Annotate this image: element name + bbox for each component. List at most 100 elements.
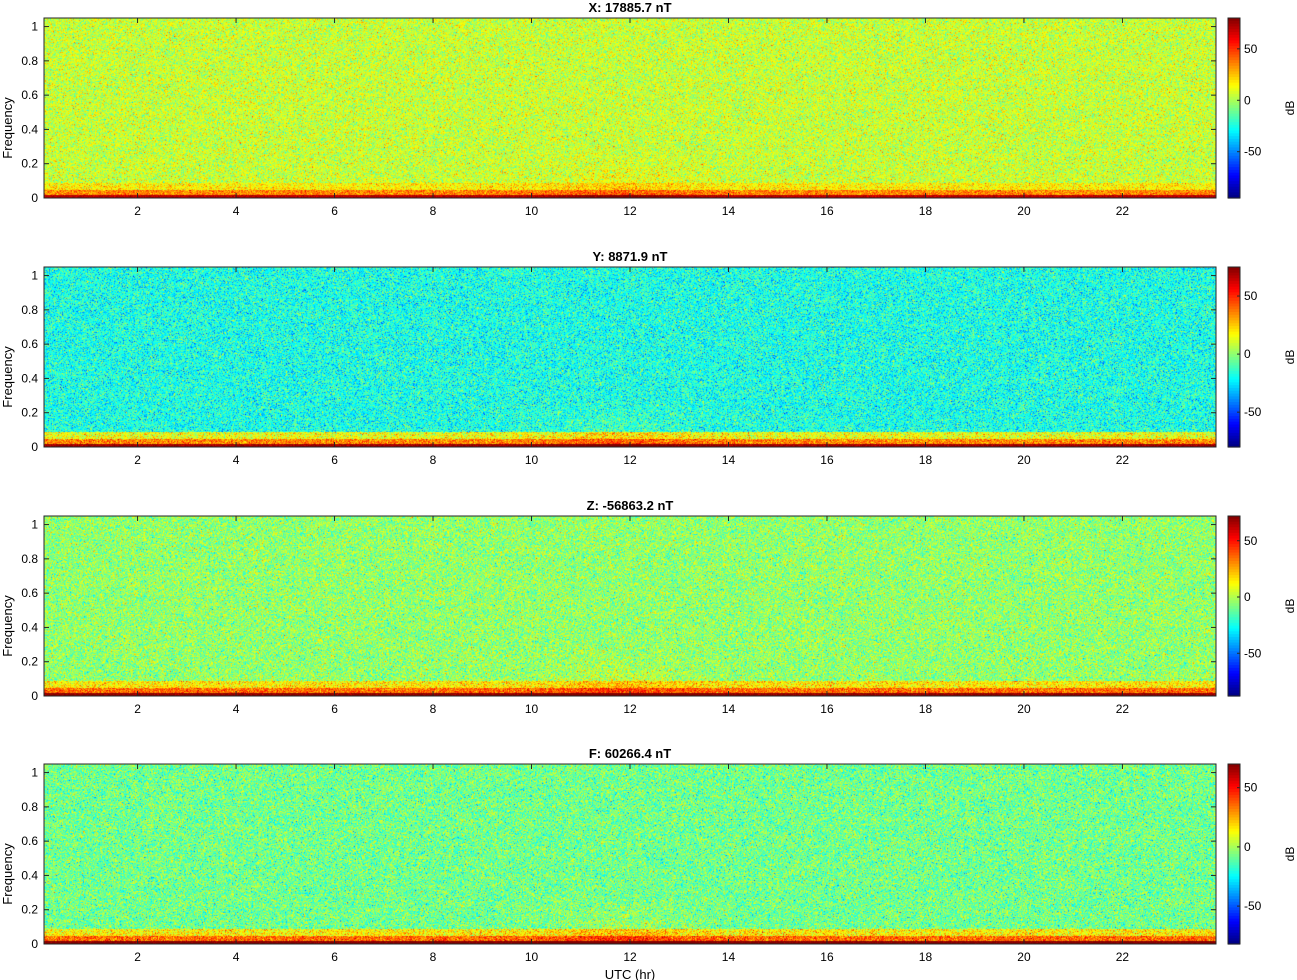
colorbar-swatch [1228,43,1240,47]
colorbar-swatch [1228,96,1240,101]
y-tick-label: 0.2 [21,406,38,420]
colorbar-swatch [1228,941,1240,945]
colorbar-swatch [1228,620,1240,624]
colorbar-swatch [1228,597,1240,601]
colorbar-swatch [1228,935,1240,939]
colorbar-swatch [1228,631,1240,635]
colorbar-swatch [1228,899,1240,903]
x-tick-label: 12 [623,702,637,716]
colorbar-swatch [1228,845,1240,849]
colorbar-swatch [1228,158,1240,163]
colorbar-swatch [1228,373,1240,378]
colorbar-swatch [1228,681,1240,686]
colorbar-swatch [1228,653,1240,658]
colorbar-swatch [1228,351,1240,355]
x-tick-label: 16 [820,950,834,964]
colorbar-swatch [1228,887,1240,892]
colorbar-swatch [1228,659,1240,663]
colorbar-label: dB [1283,101,1297,116]
colorbar-swatch [1228,269,1240,274]
colorbar-swatch [1228,334,1240,338]
panel-title: X: 17885.7 nT [588,0,671,15]
x-tick-label: 4 [233,204,240,218]
colorbar-swatch [1228,189,1240,193]
colorbar-swatch [1228,648,1240,652]
colorbar-swatch [1228,88,1240,92]
y-tick-label: 1 [31,518,38,532]
x-tick-label: 20 [1017,950,1031,964]
y-tick-label: 0.6 [21,586,38,600]
colorbar-swatch [1228,786,1240,790]
colorbar-swatch [1228,667,1240,672]
colorbar-swatch [1228,809,1240,813]
colorbar-swatch [1228,309,1240,313]
colorbar-swatch [1228,778,1240,782]
colorbar-swatch [1228,390,1240,395]
x-tick-label: 18 [919,453,933,467]
colorbar-swatch [1228,155,1240,160]
colorbar-tick-label: 50 [1244,534,1258,548]
panel-title: Z: -56863.2 nT [587,498,674,513]
colorbar-swatch [1228,317,1240,322]
colorbar-swatch [1228,281,1240,285]
colorbar-swatch [1228,820,1240,824]
colorbar-swatch [1228,102,1240,106]
colorbar-swatch [1228,320,1240,324]
colorbar-swatch [1228,382,1240,386]
colorbar-swatch [1228,896,1240,900]
colorbar-swatch [1228,870,1240,875]
x-tick-label: 8 [430,702,437,716]
colorbar-swatch [1228,862,1240,866]
colorbar-swatch [1228,890,1240,894]
x-tick-label: 4 [233,453,240,467]
colorbar-swatch [1228,153,1240,157]
colorbar-swatch [1228,379,1240,383]
y-axis-label: Frequency [0,595,15,657]
colorbar-swatch [1228,312,1240,316]
colorbar-swatch [1228,848,1240,852]
colorbar-swatch [1228,569,1240,573]
y-axis-label: Frequency [0,97,15,159]
colorbar-swatch [1228,673,1240,677]
colorbar-swatch [1228,932,1240,937]
colorbar-swatch [1228,927,1240,931]
colorbar-swatch [1228,792,1240,796]
colorbar-swatch [1228,278,1240,282]
colorbar-swatch [1228,133,1240,137]
colorbar-swatch [1228,46,1240,50]
colorbar-swatch [1228,856,1240,861]
colorbar-swatch [1228,435,1240,440]
colorbar-swatch [1228,444,1240,448]
colorbar-swatch [1228,690,1240,694]
colorbar-swatch [1228,272,1240,277]
colorbar-swatch [1228,32,1240,36]
colorbar-label: dB [1283,599,1297,614]
colorbar-tick-label: 0 [1244,590,1251,604]
colorbar-swatch [1228,110,1240,115]
colorbar-swatch [1228,113,1240,118]
colorbar-swatch [1228,402,1240,406]
colorbar-swatch [1228,51,1240,56]
colorbar-swatch [1228,195,1240,199]
colorbar-swatch [1228,328,1240,333]
colorbar-swatch [1228,141,1240,146]
colorbar-swatch [1228,859,1240,864]
colorbar-swatch [1228,267,1240,271]
colorbar-tick-label: -50 [1244,405,1262,419]
colorbar-swatch [1228,99,1240,103]
colorbar-swatch [1228,413,1240,417]
x-tick-label: 2 [134,453,141,467]
y-tick-label: 0.6 [21,88,38,102]
colorbar-swatch [1228,396,1240,400]
colorbar-swatch [1228,169,1240,174]
colorbar-swatch [1228,432,1240,437]
colorbar-swatch [1228,68,1240,73]
y-tick-label: 1 [31,20,38,34]
spectrogram-image [44,516,1216,696]
colorbar-swatch [1228,105,1240,109]
colorbar: 50 0 -50 dB [1227,515,1297,697]
colorbar-swatch [1228,800,1240,804]
colorbar-swatch [1228,687,1240,691]
